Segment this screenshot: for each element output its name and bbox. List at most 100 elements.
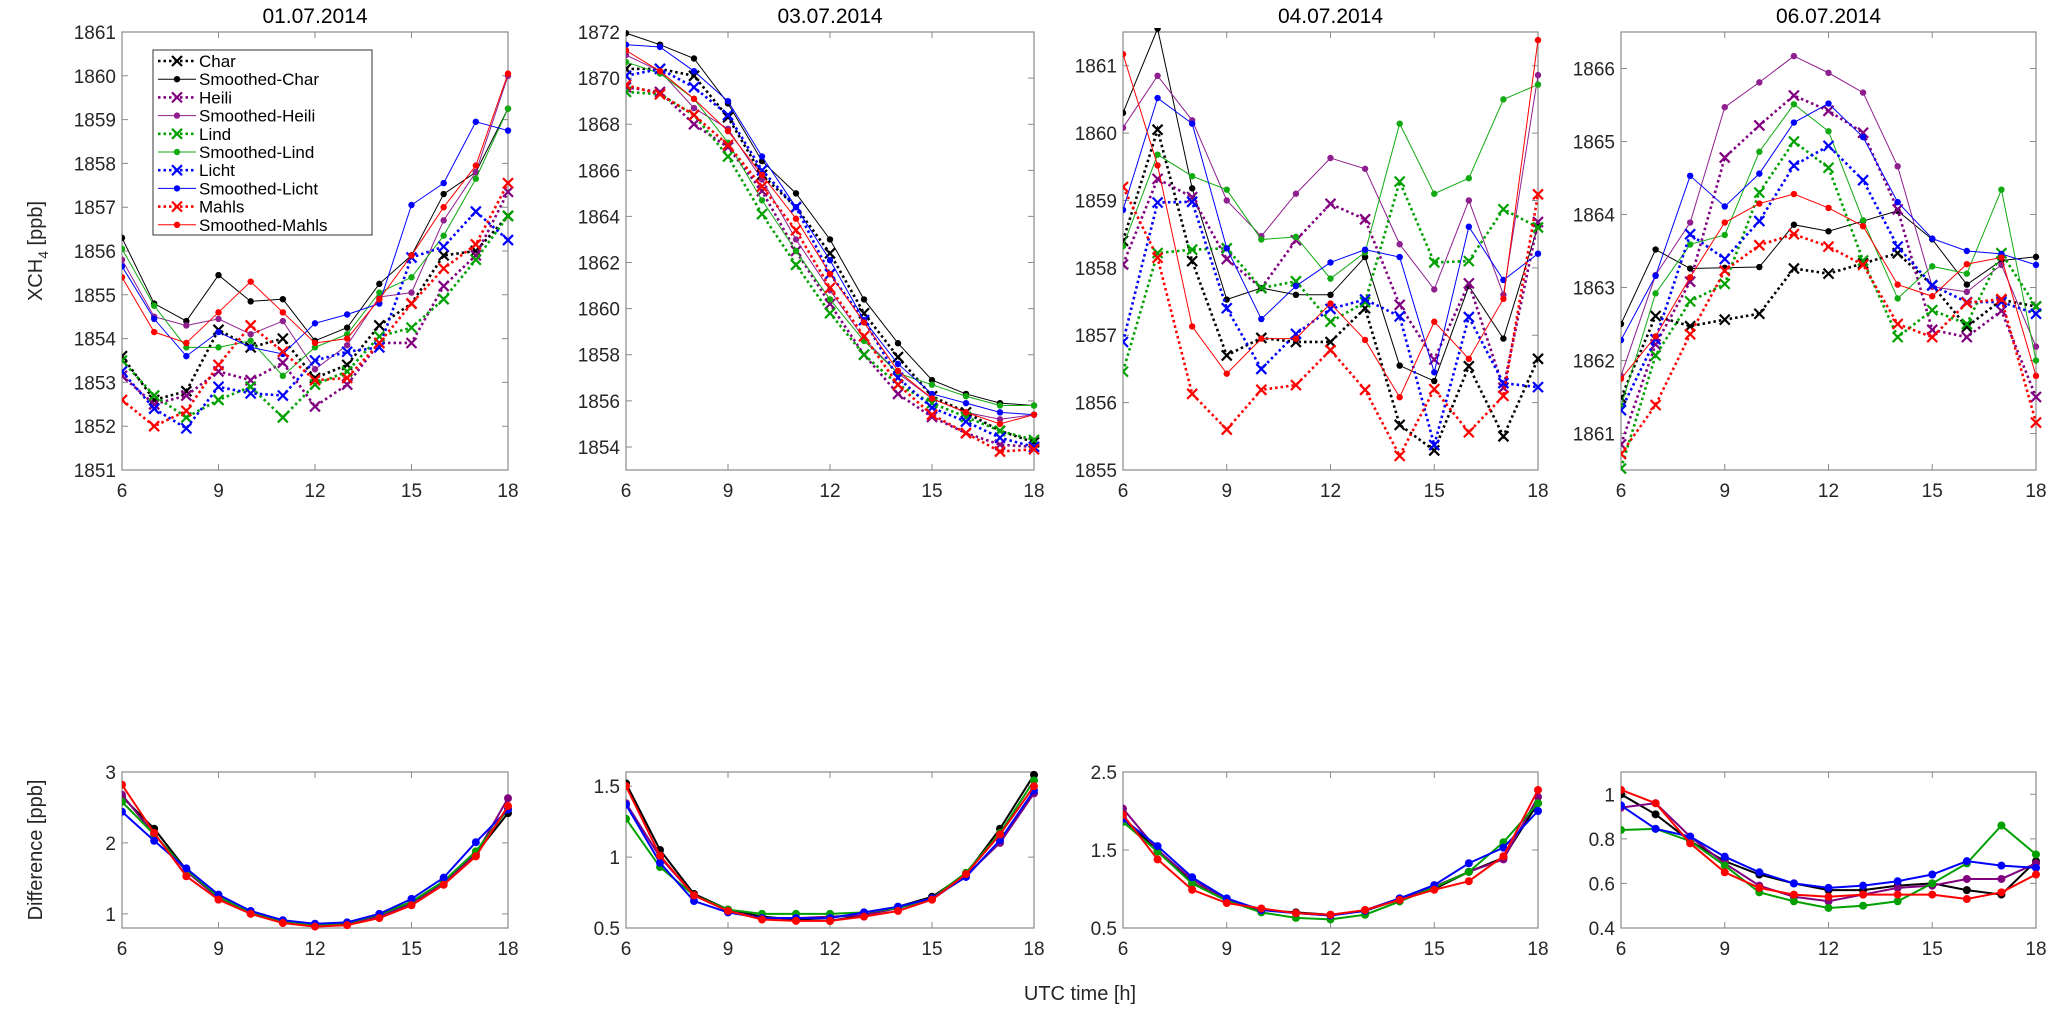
series-smoothed-mahls-dot-marker xyxy=(1534,36,1542,44)
series-smoothed-lind-dot-marker xyxy=(1154,151,1161,158)
series-smoothed-mahls-dot-marker xyxy=(1686,274,1694,281)
x-tick-label: 9 xyxy=(1719,481,1730,502)
series-diff-licht-dot-marker xyxy=(626,800,630,809)
series-diff-licht-dot-marker xyxy=(1755,868,1764,877)
series-diff-licht-dot-marker xyxy=(182,864,191,873)
series-diff-lind-dot-marker xyxy=(122,797,126,806)
series-licht-x-marker xyxy=(756,164,768,177)
series-diff-licht-dot-marker xyxy=(122,807,126,816)
series-licht-x-marker xyxy=(1290,328,1302,340)
series-char-x-marker xyxy=(1220,349,1233,362)
series-smoothed-lind-dot-marker xyxy=(247,337,254,344)
series-mahls-x-marker xyxy=(1995,293,2008,305)
series-smoothed-char-dot-marker xyxy=(279,295,287,303)
series-smoothed-mahls-dot-marker xyxy=(1790,190,1798,198)
y-tick-label: 1866 xyxy=(1573,60,1615,81)
chart-panel-3: 6 9 12 15 18 1855 1856 1857 1858 1859 1860 1861 04.0… xyxy=(1075,5,1549,502)
series-smoothed-heili-dot-marker xyxy=(2032,343,2040,350)
legend-label: Smoothed-Char xyxy=(199,70,319,89)
series-diff-mahls-dot-marker xyxy=(928,895,936,904)
series-diff-heili-dot-marker xyxy=(504,794,512,803)
series-licht xyxy=(1123,196,1544,451)
y-tick-label: 1861 xyxy=(1573,425,1615,446)
series-heili-x-marker xyxy=(824,298,836,310)
series-smoothed-lind-dot-marker xyxy=(962,393,970,400)
series-smoothed-char-dot-marker xyxy=(215,271,222,279)
y-tick-label: 2.5 xyxy=(1091,763,1117,784)
series-lind-x-marker xyxy=(1857,254,1869,267)
series-char-x-marker xyxy=(1961,321,1973,333)
series-mahls-x-marker xyxy=(626,79,632,91)
series-diff-licht-dot-marker xyxy=(1651,824,1660,833)
series-smoothed-lind-dot-marker xyxy=(1327,275,1334,282)
x-tick-label: 18 xyxy=(2025,481,2046,502)
series-smoothed-lind-dot-marker xyxy=(150,302,158,309)
x-tick-label: 9 xyxy=(213,481,224,502)
series-smoothed-lind-dot-marker xyxy=(1686,241,1694,248)
x-tick-label: 15 xyxy=(921,939,942,960)
series-smoothed-char-dot-marker xyxy=(860,296,868,303)
x-tick-label: 9 xyxy=(213,939,224,960)
series-smoothed-mahls-dot-marker xyxy=(626,47,630,54)
series-smoothed-char-dot-marker xyxy=(1327,291,1334,298)
y-tick-label: 1860 xyxy=(1075,124,1117,145)
series-smoothed-lind-dot-marker xyxy=(1500,96,1507,103)
series-char-x-marker xyxy=(1151,123,1164,136)
series-mahls-x-marker xyxy=(1359,384,1371,396)
series-lind-x-marker xyxy=(1532,221,1544,234)
x-tick-label: 9 xyxy=(1221,481,1232,502)
series-diff-lind-dot-marker xyxy=(1893,897,1902,906)
series-smoothed-lind-dot-marker xyxy=(1721,231,1728,239)
series-smoothed-lind-dot-marker xyxy=(758,197,766,204)
series-diff-mahls xyxy=(1621,785,2040,904)
series-lind-x-marker xyxy=(405,321,418,334)
series-smoothed-lind-dot-marker xyxy=(2032,357,2040,364)
y-tick-label: 1862 xyxy=(1573,352,1615,373)
series-smoothed-lind-dot-marker xyxy=(1894,295,1901,302)
series-heili-x-marker xyxy=(1753,119,1766,132)
series-smoothed-char-dot-marker xyxy=(1790,221,1798,228)
x-tick-label: 12 xyxy=(1320,939,1341,960)
series-heili-x-marker xyxy=(122,370,128,382)
y-tick-label: 1853 xyxy=(74,373,116,394)
series-smoothed-licht-dot-marker xyxy=(1327,259,1334,266)
series-smoothed-lind-dot-marker xyxy=(1123,243,1127,250)
series-smoothed-mahls-dot-marker xyxy=(1756,200,1763,207)
series-licht-x-marker xyxy=(1428,439,1441,451)
series-char xyxy=(1123,123,1544,457)
series-smoothed-heili xyxy=(1123,71,1542,298)
series-diff-mahls-dot-marker xyxy=(150,828,159,837)
series-licht-x-marker xyxy=(309,354,321,367)
x-tick-label: 15 xyxy=(1424,939,1445,960)
axes-box xyxy=(121,771,509,929)
y-tick-label: 1857 xyxy=(1075,326,1117,347)
series-mahls-x-marker xyxy=(122,394,128,406)
panels: 6 9 12 15 1818511852185318541855185618571858… xyxy=(74,5,2047,960)
x-tick-label: 15 xyxy=(401,481,422,502)
series-diff-mahls-dot-marker xyxy=(1153,855,1162,864)
series-smoothed-mahls-dot-marker xyxy=(1929,293,1936,300)
series-lind-x-marker xyxy=(1123,365,1129,378)
series-diff-licht xyxy=(1621,801,2040,892)
series-smoothed-mahls-dot-marker xyxy=(792,215,800,222)
x-tick-label: 12 xyxy=(1818,481,1839,502)
series-smoothed-licht-dot-marker xyxy=(122,263,126,270)
series-smoothed-char-dot-marker xyxy=(376,280,383,288)
series-smoothed-mahls-dot-marker xyxy=(1998,254,2005,261)
series-smoothed-licht-dot-marker xyxy=(1223,245,1230,252)
series-smoothed-mahls-dot-marker xyxy=(1154,162,1161,169)
x-tick-label: 6 xyxy=(1616,481,1627,502)
legend-box xyxy=(152,49,373,236)
y-tick-label: 1863 xyxy=(1573,279,1615,300)
series-licht-x-marker xyxy=(722,109,734,121)
series-char-x-marker xyxy=(1822,267,1835,280)
series-char-x-marker xyxy=(1393,419,1406,431)
series-mahls-x-marker xyxy=(470,238,482,251)
legend-label: Licht xyxy=(199,161,235,180)
series-diff-lind-dot-marker xyxy=(1928,879,1937,888)
series-heili-x-marker xyxy=(926,411,938,423)
series-licht-x-marker xyxy=(1891,240,1904,253)
series-smoothed-licht xyxy=(1123,94,1542,376)
series-diff-lind-dot-marker xyxy=(626,814,630,823)
series-licht-x-marker xyxy=(437,240,450,253)
